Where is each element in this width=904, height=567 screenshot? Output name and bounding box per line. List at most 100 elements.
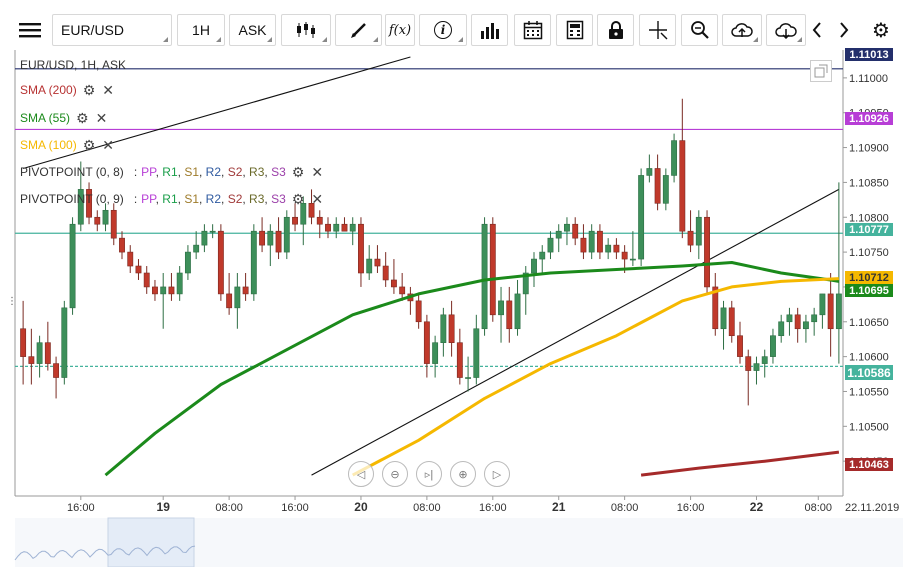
gear-icon[interactable]: ⚙ (872, 19, 890, 42)
forward-icon[interactable]: ▷ (484, 461, 510, 487)
candle-body (94, 216, 101, 225)
expand-chart-button[interactable] (810, 60, 832, 82)
date-label: 22.11.2019 (845, 502, 899, 514)
y-tick-label: 1.10650 (849, 317, 889, 329)
close-icon[interactable]: ✕ (311, 191, 324, 207)
calculator-icon (566, 20, 583, 40)
y-tick-label: 1.10600 (849, 352, 889, 364)
menu-icon[interactable] (16, 14, 44, 46)
candle-body (654, 168, 661, 204)
gear-icon[interactable]: ⚙ (76, 110, 89, 126)
gear-icon[interactable]: ⚙ (82, 137, 96, 153)
pivot1-separator: : (133, 165, 138, 179)
pivot-level-r1: R1 (162, 192, 178, 206)
candle-body (605, 244, 612, 253)
crosshair-icon (648, 21, 667, 40)
crosshair-button[interactable] (639, 14, 676, 46)
legend-sma100[interactable]: SMA (100) ⚙ ✕ (20, 136, 114, 154)
candle-body (679, 140, 686, 232)
zoom-button[interactable] (681, 14, 718, 46)
x-tick-label: 16:00 (281, 502, 309, 514)
draw-tools-button[interactable] (335, 14, 382, 46)
download-button[interactable] (766, 14, 806, 46)
sma100-label: SMA (100) (20, 138, 77, 152)
candle-body (292, 216, 298, 225)
zoom-out-icon[interactable]: ⊖ (382, 461, 408, 487)
chart-type-button[interactable] (281, 14, 331, 46)
candle-body (110, 209, 117, 239)
sma55-label: SMA (55) (20, 111, 71, 125)
x-tick-label: 08:00 (805, 502, 833, 514)
back-icon[interactable]: ◁ (348, 461, 374, 487)
candle-body (481, 223, 488, 330)
candle-body (399, 286, 406, 295)
candle-body (316, 216, 323, 225)
x-tick-label: 19 (157, 500, 171, 514)
candle-body (44, 342, 51, 364)
candle-body (242, 286, 249, 295)
candle-body (415, 300, 422, 323)
candle-body (786, 314, 793, 323)
function-button[interactable]: f(x) (385, 14, 415, 46)
candle-body (572, 223, 579, 239)
candle-body (564, 223, 570, 232)
zoom-in-icon[interactable]: ⊕ (450, 461, 476, 487)
close-icon[interactable]: ✕ (95, 110, 108, 126)
info-button[interactable]: i (419, 14, 467, 46)
candle-body (168, 286, 175, 295)
chevron-left-icon[interactable] (805, 14, 829, 46)
candle-body (184, 251, 191, 274)
close-icon[interactable]: ✕ (311, 164, 324, 180)
symbol-select[interactable]: EUR/USD (52, 14, 172, 46)
gear-icon[interactable]: ⚙ (291, 164, 305, 180)
candle-body (259, 230, 266, 246)
lock-button[interactable] (597, 14, 634, 46)
resize-handle[interactable]: ⋮ (7, 296, 17, 307)
legend-sma55[interactable]: SMA (55) ⚙ ✕ (20, 109, 107, 127)
candle-body (201, 230, 208, 246)
candle-body (794, 314, 801, 330)
x-tick-label: 08:00 (413, 502, 441, 514)
candle-body (671, 140, 678, 176)
legend-sma200[interactable]: SMA (200) ⚙ ✕ (20, 81, 114, 99)
candle-body (36, 342, 43, 364)
close-icon[interactable]: ✕ (102, 82, 114, 98)
pivot2-separator: : (133, 192, 138, 206)
legend-pivot1[interactable]: PIVOTPOINT (0, 8) : PP, R1, S1, R2, S2, … (20, 163, 323, 181)
candle-body (341, 223, 348, 232)
zoom-icon (690, 21, 709, 39)
pivot1-levels: PP, R1, S1, R2, S2, R3, S3 (141, 165, 286, 179)
candle-body (176, 272, 183, 295)
calendar-button[interactable] (514, 14, 551, 46)
candle-body (374, 258, 381, 267)
candle-body (720, 307, 727, 330)
candle-body (53, 363, 60, 378)
candle-body (28, 356, 35, 364)
chevron-right-icon[interactable] (832, 14, 856, 46)
timeframe-select[interactable]: 1H (177, 14, 225, 46)
gear-icon[interactable]: ⚙ (291, 191, 305, 207)
indicators-button[interactable] (471, 14, 508, 46)
candle-body (267, 230, 274, 246)
price-tag-top: 1.11013 (845, 48, 893, 61)
candle-body (827, 293, 834, 330)
legend-pivot2[interactable]: PIVOTPOINT (0, 9) : PP, R1, S1, R2, S2, … (20, 190, 323, 208)
pivot-level-pp: PP (141, 165, 156, 179)
candle-body (753, 363, 760, 371)
candle-body (102, 209, 109, 225)
x-tick-label: 08:00 (215, 502, 243, 514)
calculator-button[interactable] (556, 14, 593, 46)
gear-icon[interactable]: ⚙ (82, 82, 96, 98)
info-icon: i (434, 21, 452, 39)
navigator-window (107, 517, 195, 567)
upload-button[interactable] (722, 14, 762, 46)
candle-body (778, 321, 785, 337)
trend-line (311, 188, 840, 476)
pivot2-label: PIVOTPOINT (0, 9) (20, 192, 124, 206)
price-type-select[interactable]: ASK (229, 14, 276, 46)
sma200-label: SMA (200) (20, 83, 77, 97)
candle-body (498, 300, 504, 316)
reset-icon[interactable]: ▹| (416, 461, 442, 487)
close-icon[interactable]: ✕ (102, 137, 114, 153)
